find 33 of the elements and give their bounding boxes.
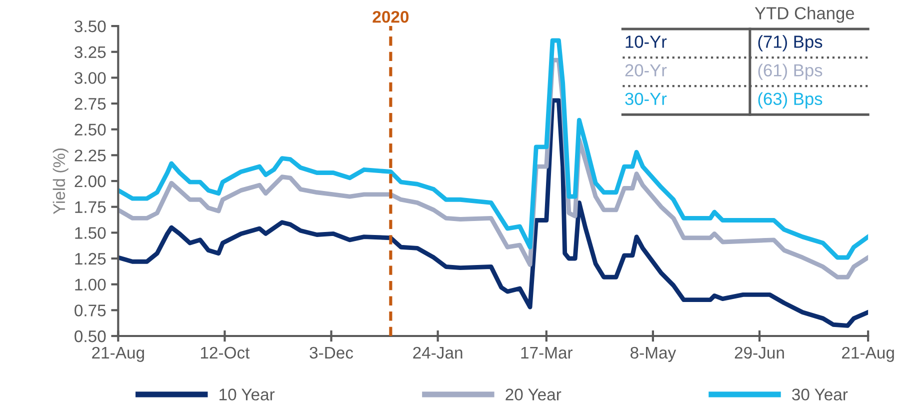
annotation: (71) Bps — [758, 35, 822, 52]
x-tick-label: 17-Mar — [521, 347, 573, 359]
x-tick-label: 21-Aug — [92, 346, 144, 362]
y-tick-label: 1.75 — [75, 201, 106, 214]
y-tick-label: 2.75 — [74, 98, 106, 110]
x-tick-label: 12-Oct — [200, 346, 250, 359]
x-tick-label: 21-Aug — [842, 346, 894, 362]
annotation: 10-Yr — [626, 36, 667, 48]
y-axis-title: Yield (%) — [52, 148, 68, 214]
annotation: (63) Bps — [758, 92, 822, 108]
legend-label: 20 Year — [506, 388, 562, 400]
y-tick-label: 0.50 — [74, 330, 106, 342]
annotation: 20-Yr — [625, 64, 667, 76]
legend-label: 10 Year — [220, 388, 275, 400]
y-tick-label: 2.50 — [74, 124, 106, 136]
y-tick-label: 1.25 — [75, 252, 106, 265]
y-tick-label: 1.50 — [75, 227, 106, 239]
y-tick-label: 3.00 — [74, 72, 106, 84]
x-tick-label: 8-May — [630, 346, 676, 362]
y-tick-label: 2.00 — [74, 175, 106, 188]
x-tick-label: 3-Dec — [310, 346, 354, 359]
annotation: 30-Yr — [625, 92, 667, 106]
y-tick-label: 2.25 — [74, 150, 106, 162]
legend-label: 30 Year — [792, 388, 848, 400]
ref-line-label: 2020 — [372, 10, 409, 23]
x-tick-label: 29-Jun — [734, 346, 784, 359]
y-tick-label: 3.25 — [74, 46, 106, 58]
x-tick-label: 24-Jan — [413, 346, 462, 359]
y-tick-label: 1.00 — [75, 278, 106, 291]
text: YTD Change — [754, 6, 854, 23]
annotation: (61) Bps — [758, 64, 822, 80]
y-tick-label: 0.75 — [74, 304, 106, 316]
y-tick-label: 3.50 — [74, 20, 106, 32]
